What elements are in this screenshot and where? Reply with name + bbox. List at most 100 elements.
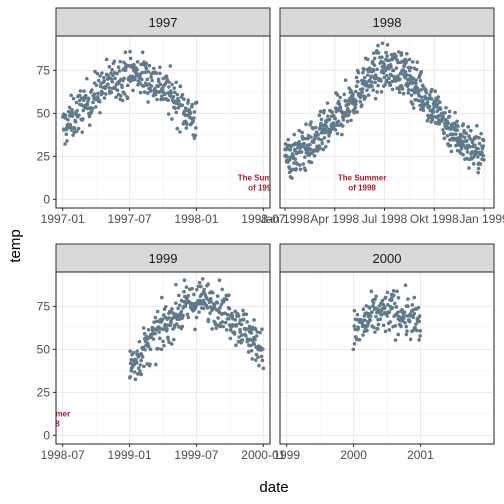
data-point bbox=[258, 330, 262, 335]
data-point bbox=[175, 126, 180, 131]
data-point bbox=[140, 355, 145, 359]
data-point bbox=[117, 69, 122, 73]
data-point bbox=[136, 372, 141, 376]
data-point bbox=[478, 162, 483, 166]
data-point bbox=[63, 142, 67, 146]
data-point bbox=[234, 324, 239, 328]
data-point bbox=[174, 101, 179, 106]
data-point bbox=[448, 143, 453, 148]
data-point bbox=[374, 314, 378, 319]
data-point bbox=[404, 332, 409, 337]
y-tick-label: 75 bbox=[37, 63, 51, 77]
data-point bbox=[362, 329, 367, 334]
data-point bbox=[104, 57, 109, 62]
data-point bbox=[365, 324, 370, 328]
data-point bbox=[209, 299, 213, 304]
data-point bbox=[100, 91, 105, 95]
data-point bbox=[384, 78, 389, 83]
data-point bbox=[342, 92, 347, 97]
data-point bbox=[396, 60, 400, 65]
data-point bbox=[456, 124, 460, 128]
data-point bbox=[330, 110, 335, 115]
data-point bbox=[403, 320, 407, 325]
data-point bbox=[373, 330, 377, 334]
data-point bbox=[382, 75, 387, 80]
annotation-text: The Summer bbox=[338, 173, 386, 182]
data-point bbox=[473, 143, 477, 148]
data-point bbox=[343, 98, 348, 103]
data-point bbox=[393, 324, 398, 328]
data-point bbox=[138, 363, 143, 367]
data-point bbox=[244, 327, 248, 332]
data-point bbox=[371, 88, 375, 92]
data-point bbox=[176, 306, 180, 311]
data-point bbox=[220, 287, 225, 292]
data-point bbox=[68, 124, 73, 129]
data-point bbox=[192, 110, 197, 114]
data-point bbox=[309, 135, 313, 139]
data-point bbox=[138, 369, 142, 374]
data-point bbox=[212, 303, 217, 307]
x-tick-label: Jan 1998 bbox=[260, 212, 310, 226]
data-point bbox=[407, 68, 412, 73]
data-point bbox=[460, 134, 464, 138]
data-point bbox=[461, 122, 466, 126]
data-point bbox=[158, 82, 163, 87]
data-point bbox=[148, 347, 153, 352]
data-point bbox=[67, 114, 72, 118]
data-point bbox=[387, 310, 392, 315]
data-point bbox=[82, 89, 86, 93]
data-point bbox=[401, 91, 406, 96]
data-point bbox=[365, 88, 369, 93]
data-point bbox=[355, 312, 360, 317]
data-point bbox=[373, 96, 378, 101]
data-point bbox=[356, 79, 360, 84]
data-point bbox=[103, 84, 108, 89]
data-point bbox=[327, 117, 332, 122]
data-point bbox=[139, 358, 143, 363]
data-point bbox=[217, 278, 222, 282]
data-point bbox=[402, 313, 406, 318]
data-point bbox=[168, 64, 173, 68]
data-point bbox=[146, 100, 150, 104]
data-point bbox=[179, 309, 184, 314]
data-point bbox=[453, 110, 457, 115]
data-point bbox=[353, 327, 357, 332]
data-point bbox=[437, 121, 442, 126]
panel-border bbox=[55, 35, 271, 209]
data-point bbox=[164, 80, 169, 84]
data-point bbox=[133, 377, 138, 382]
data-point bbox=[67, 105, 72, 110]
data-point bbox=[241, 317, 246, 322]
x-tick-label: Okt 1998 bbox=[410, 212, 459, 226]
data-point bbox=[424, 90, 429, 95]
data-point bbox=[477, 136, 481, 140]
data-point bbox=[451, 132, 455, 137]
data-point bbox=[123, 50, 128, 55]
data-point bbox=[97, 99, 102, 104]
data-point bbox=[120, 85, 124, 90]
data-point bbox=[143, 347, 147, 352]
data-point bbox=[66, 117, 70, 122]
data-point bbox=[412, 295, 417, 300]
data-point bbox=[352, 110, 356, 115]
data-point bbox=[293, 148, 297, 153]
annotation-text: The Summer bbox=[22, 409, 70, 418]
data-point bbox=[318, 109, 323, 114]
data-point bbox=[156, 84, 160, 89]
data-point bbox=[362, 67, 366, 72]
data-point bbox=[112, 59, 117, 64]
data-point bbox=[322, 108, 326, 113]
data-point bbox=[96, 91, 100, 96]
data-point bbox=[71, 96, 76, 101]
data-point bbox=[176, 106, 181, 110]
data-point bbox=[405, 329, 409, 333]
data-point bbox=[167, 80, 171, 84]
data-point bbox=[86, 99, 90, 104]
data-point bbox=[411, 76, 416, 81]
data-point bbox=[236, 314, 241, 318]
data-point bbox=[287, 166, 292, 170]
data-point bbox=[186, 315, 191, 320]
